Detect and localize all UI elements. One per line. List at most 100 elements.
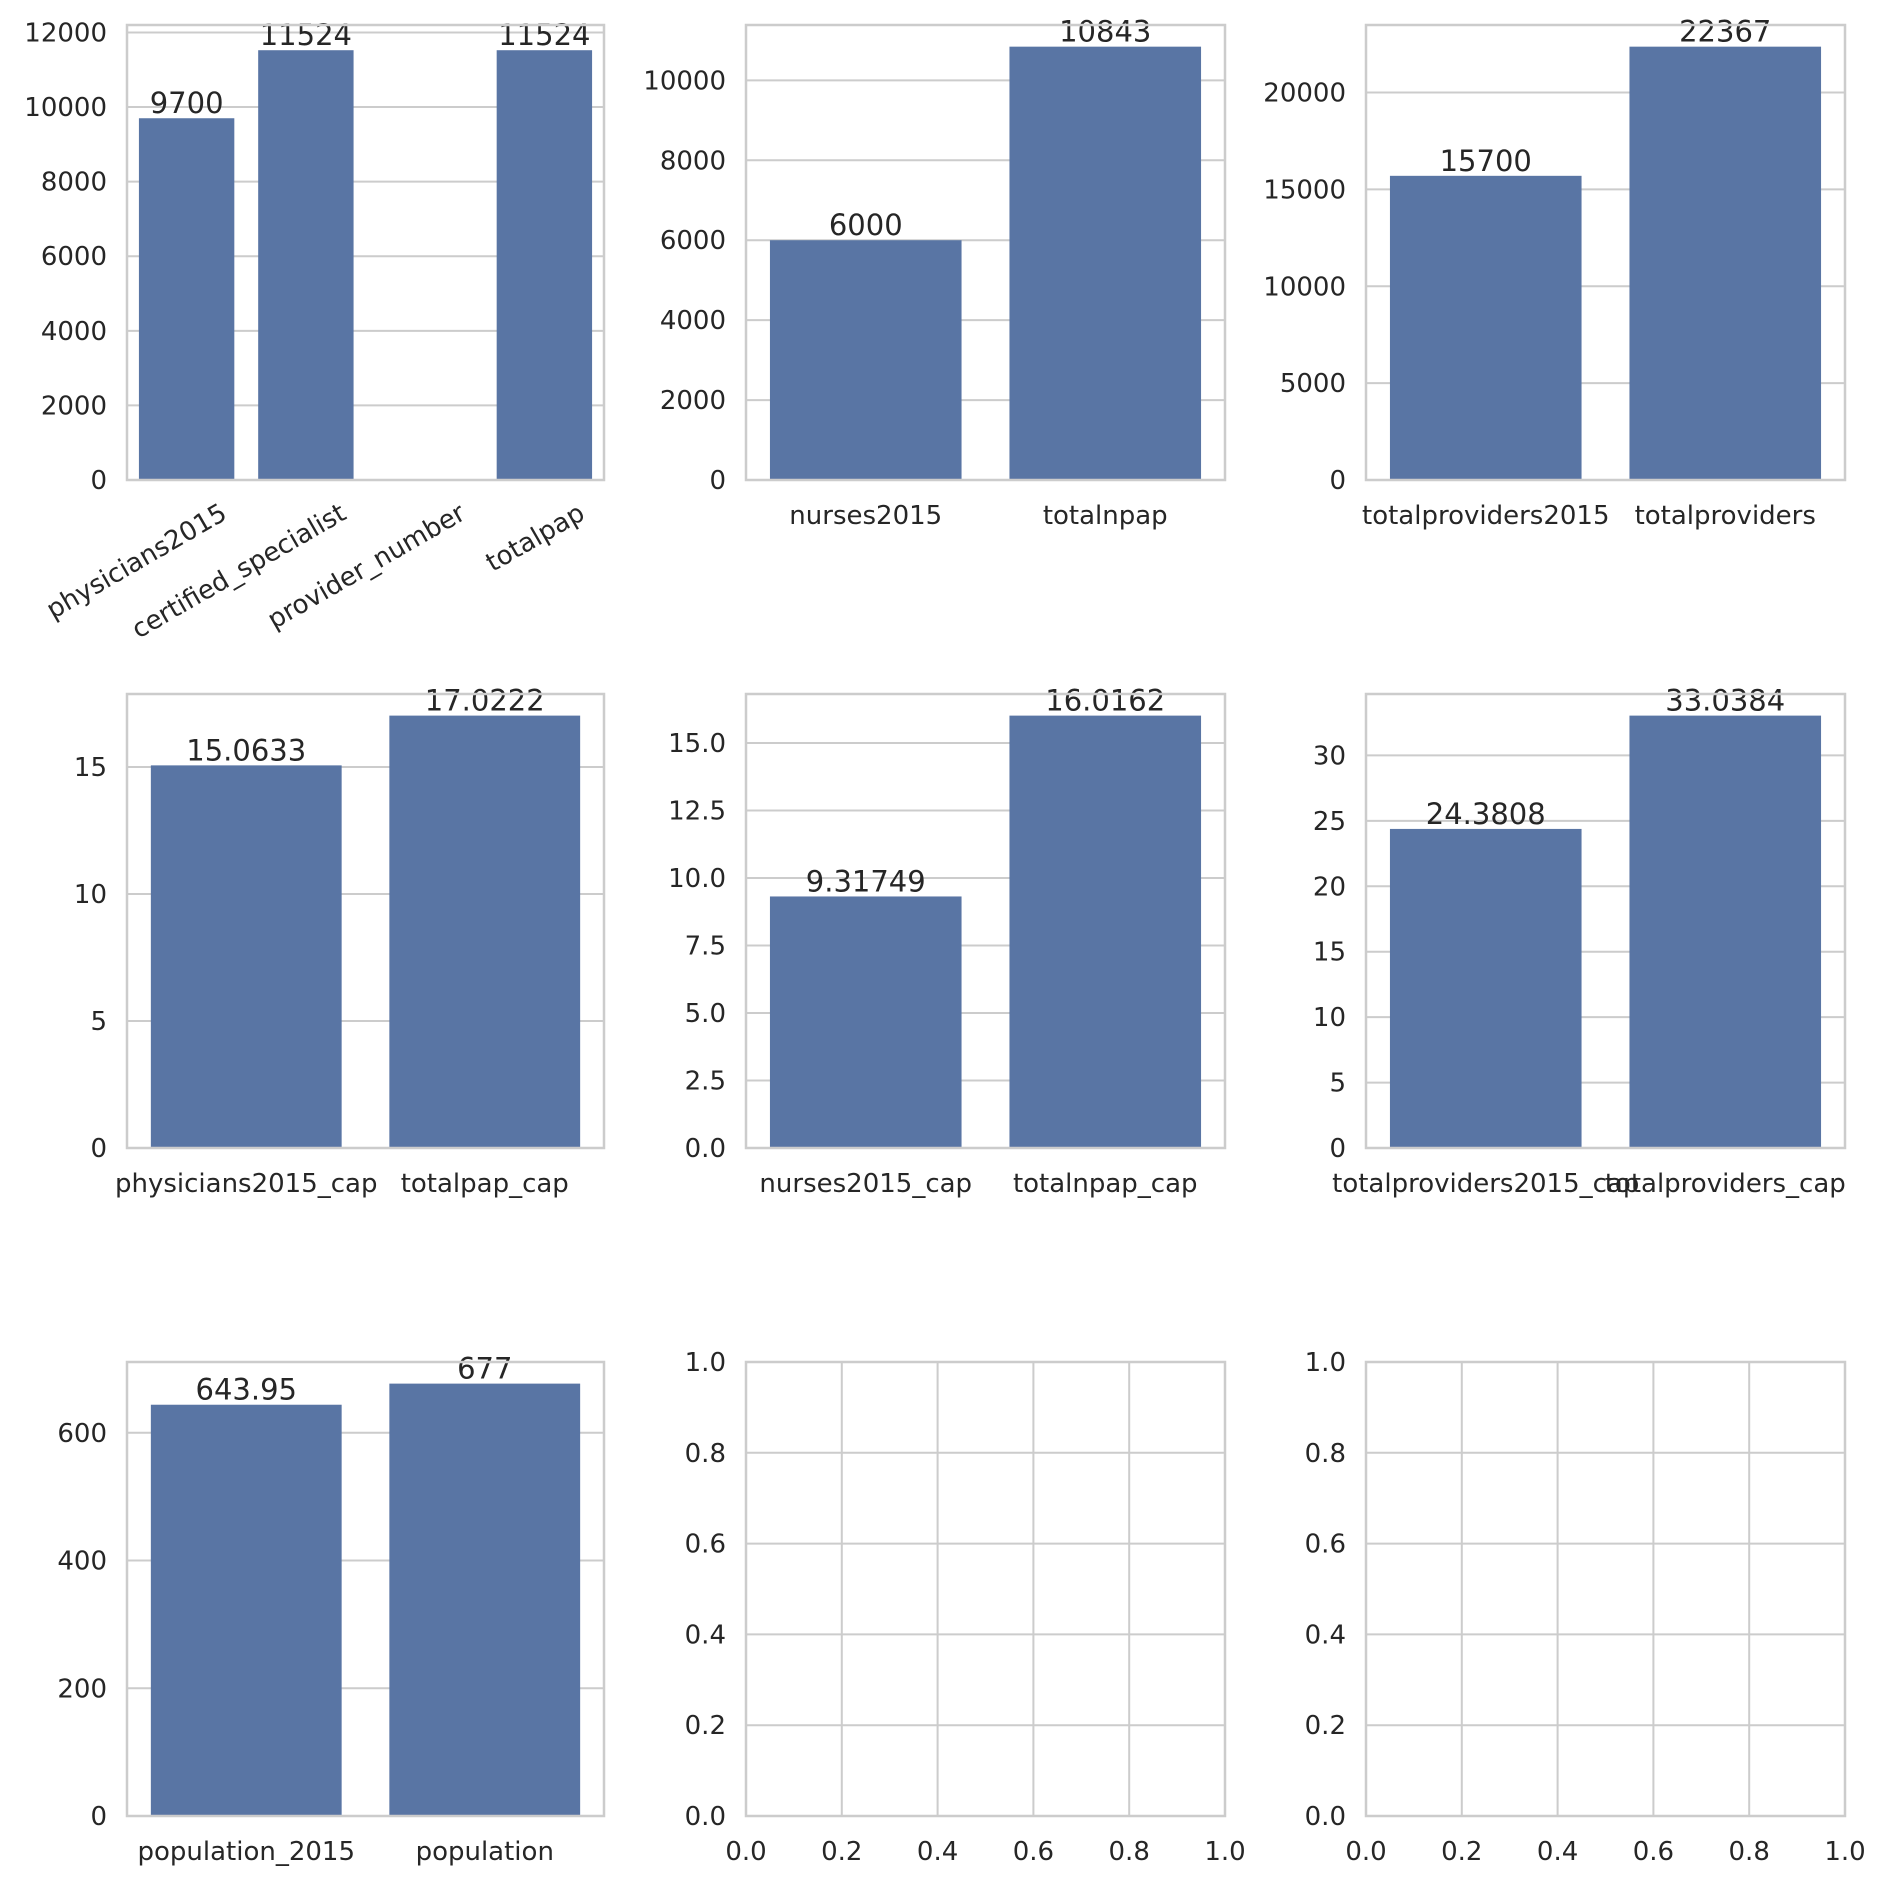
y-tick-label: 0.4 (1305, 1620, 1346, 1650)
subplot-7: 0 200 400 600 643.95 population_2015 677 popula… (57, 1352, 606, 1867)
y-tick-label: 400 (57, 1547, 107, 1577)
plot-area (1366, 1362, 1845, 1816)
y-tick-label: 4000 (41, 317, 107, 347)
axes-frame (125, 1360, 606, 1818)
bar (150, 765, 342, 1148)
y-tick-label: 2000 (660, 386, 726, 416)
bar-value-label: 33.0384 (1665, 684, 1785, 718)
y-tick-label: 2.5 (685, 1067, 726, 1097)
y-tick-label: 12.5 (668, 797, 726, 827)
y-tick-label: 0.6 (1305, 1530, 1346, 1560)
y-tick-label: 8000 (660, 146, 726, 176)
y-tick-label: 600 (57, 1419, 107, 1449)
subplot-4: 0 5 10 15 15.0633 physicians2015_cap 17.0222 to… (74, 684, 606, 1199)
y-tick-label: 8000 (41, 168, 107, 198)
y-tick-label: 10000 (24, 93, 107, 123)
x-tick-label: nurses2015 (789, 501, 942, 531)
bar (150, 1404, 342, 1816)
x-tick-label: 0.8 (1109, 1837, 1150, 1867)
y-tick-label: 10 (74, 880, 107, 910)
bar-value-label: 9700 (150, 86, 224, 120)
y-tick-label: 5 (1329, 1069, 1346, 1099)
y-tick-label: 10000 (1263, 272, 1346, 302)
y-tick-label: 5 (90, 1007, 107, 1037)
axes-frame (744, 692, 1227, 1150)
x-tick-label: 0.0 (725, 1837, 766, 1867)
y-tick-label: 0.0 (685, 1802, 726, 1832)
y-tick-label: 5.0 (685, 999, 726, 1029)
x-tick-label: totalproviders2015_cap (1332, 1169, 1639, 1199)
bar-value-label: 10843 (1059, 15, 1151, 49)
bar-value-label: 22367 (1679, 15, 1771, 49)
x-tick-label: totalnpap (1043, 501, 1168, 531)
bar-value-label: 9.31749 (806, 864, 926, 898)
bar-value-label: 17.0222 (425, 684, 545, 718)
bar-value-label: 677 (457, 1352, 512, 1386)
y-tick-label: 0 (90, 466, 107, 496)
y-tick-label: 0.2 (1305, 1711, 1346, 1741)
bar (1629, 46, 1822, 480)
bar (1009, 46, 1202, 481)
axes-frame (125, 692, 606, 1150)
x-tick-label: 0.6 (1013, 1837, 1054, 1867)
plot-area (746, 1362, 1225, 1816)
y-tick-label: 10.0 (668, 864, 726, 894)
bar-value-label: 11524 (260, 18, 352, 52)
bar-value-label: 16.0162 (1045, 684, 1165, 718)
bar (1629, 715, 1822, 1148)
subplot-2: 0 2000 4000 6000 8000 10000 6000 nurses2015 1084… (643, 15, 1227, 531)
y-tick-label: 6000 (660, 226, 726, 256)
x-tick-label: totalpap_cap (401, 1169, 569, 1199)
x-tick-label: 1.0 (1204, 1837, 1245, 1867)
bar (258, 50, 354, 480)
bar (138, 118, 235, 480)
y-tick-label: 12000 (24, 18, 107, 48)
y-tick-label: 6000 (41, 242, 107, 272)
y-tick-label: 1.0 (685, 1348, 726, 1378)
x-tick-label: 0.4 (917, 1837, 958, 1867)
bar (389, 1383, 581, 1816)
bar (769, 896, 962, 1148)
subplot-8: 0.0 0.2 0.4 0.6 0.8 1.0 0.0 0.2 0.4 0.6 0.8 1.0 (685, 1348, 1246, 1867)
x-tick-label: totalnpap_cap (1013, 1169, 1198, 1199)
x-tick-label: 0.4 (1537, 1837, 1578, 1867)
y-tick-label: 0.8 (1305, 1439, 1346, 1469)
x-tick-label: 0.2 (1441, 1837, 1482, 1867)
subplot-9: 0.0 0.2 0.4 0.6 0.8 1.0 0.0 0.2 0.4 0.6 0.8 1.0 (1305, 1348, 1866, 1867)
subplot-5: 0.0 2.5 5.0 7.5 10.0 12.5 15.0 9.31749 nurses201… (668, 684, 1227, 1199)
y-tick-label: 0 (709, 466, 726, 496)
bar-value-label: 24.3808 (1426, 797, 1546, 831)
x-tick-label: totalproviders (1635, 501, 1816, 531)
y-tick-label: 1.0 (1305, 1348, 1346, 1378)
y-tick-label: 0.6 (685, 1530, 726, 1560)
y-tick-label: 0 (90, 1802, 107, 1832)
bar (769, 240, 962, 480)
y-tick-label: 15 (74, 753, 107, 783)
y-tick-label: 0 (1329, 466, 1346, 496)
y-tick-label: 30 (1313, 741, 1346, 771)
y-tick-label: 20 (1313, 872, 1346, 902)
y-tick-label: 2000 (41, 391, 107, 421)
axes-frame (744, 1360, 1227, 1818)
subplot-6: 0 5 10 15 20 25 30 24.3808 totalproviders2015_ca… (1313, 684, 1847, 1199)
bar (1389, 175, 1582, 480)
bar (1009, 715, 1202, 1148)
x-tick-label: population_2015 (137, 1837, 355, 1867)
axes-frame (1364, 692, 1847, 1150)
bar-value-label: 6000 (829, 208, 903, 242)
bar-value-label: 643.95 (196, 1373, 297, 1407)
bar-value-label: 15.0633 (186, 733, 306, 767)
axes-frame (125, 23, 606, 482)
bar (1389, 828, 1582, 1148)
y-tick-label: 20000 (1263, 79, 1346, 109)
y-tick-label: 0 (90, 1134, 107, 1164)
x-tick-label: totalproviders_cap (1605, 1169, 1846, 1199)
x-tick-label: totalproviders2015 (1362, 501, 1610, 531)
y-tick-label: 15.0 (668, 729, 726, 759)
x-tick-label: 0.2 (821, 1837, 862, 1867)
y-tick-label: 5000 (1280, 369, 1346, 399)
x-tick-label: physicians2015_cap (115, 1169, 378, 1199)
x-tick-label: 0.0 (1345, 1837, 1386, 1867)
y-tick-label: 0.0 (685, 1134, 726, 1164)
axes-frame (744, 23, 1227, 482)
